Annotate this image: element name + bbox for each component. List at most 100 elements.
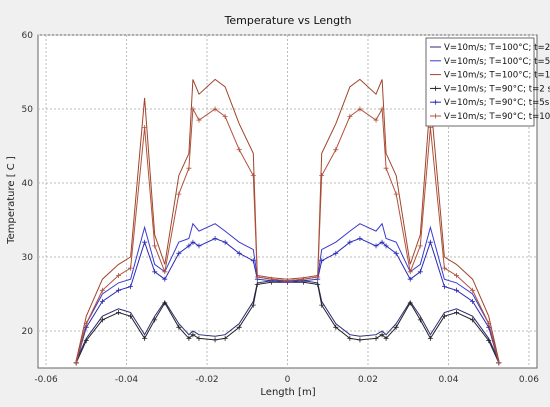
series-point xyxy=(379,239,385,245)
series-point xyxy=(236,147,242,153)
series-point xyxy=(407,300,413,306)
series-point xyxy=(373,117,379,123)
series-point xyxy=(212,106,218,112)
series-point xyxy=(212,236,218,241)
grid xyxy=(38,34,537,368)
legend-label: V=10m/s; T=100°C; t=5s xyxy=(444,57,550,67)
series-point xyxy=(236,324,242,330)
series-point xyxy=(427,335,433,341)
series-point xyxy=(128,284,134,290)
tick-labels: -0.06 -0.04 -0.02 0 0.02 0.04 0.06 20 30 40 50 60 xyxy=(22,31,540,385)
legend: V=10m/s; T=100°C; t=2 s V=10m/s; T=100°C;… xyxy=(425,37,550,127)
x-tick-label: -0.02 xyxy=(195,375,218,385)
series-point xyxy=(196,243,202,249)
series-point xyxy=(250,258,256,264)
x-axis-label: Length [m] xyxy=(260,387,315,398)
series-point xyxy=(176,324,182,330)
series-point xyxy=(357,106,363,112)
x-tick-label: 0.06 xyxy=(519,375,539,385)
series-point xyxy=(268,276,274,282)
series-point xyxy=(315,281,321,287)
series-point xyxy=(454,287,460,293)
series-point xyxy=(250,173,256,179)
series-point xyxy=(383,165,389,171)
y-axis-label: Temperature [ C ] xyxy=(6,156,17,245)
series-point xyxy=(333,147,339,153)
legend-box xyxy=(425,37,535,127)
series-point xyxy=(190,332,196,338)
series-point xyxy=(212,337,218,343)
series-point xyxy=(379,106,385,112)
series-point xyxy=(236,250,242,256)
y-tick-label: 50 xyxy=(22,105,34,115)
series-point xyxy=(315,274,321,280)
series-point xyxy=(128,313,134,319)
series-point xyxy=(190,106,196,112)
series-point xyxy=(83,321,89,327)
series-point xyxy=(142,335,148,341)
series-point xyxy=(407,276,413,282)
series-point xyxy=(222,113,228,119)
series-point xyxy=(441,265,447,271)
series-point xyxy=(441,284,447,290)
series-point xyxy=(441,313,447,319)
series-point xyxy=(319,258,325,264)
series-point xyxy=(319,302,325,308)
series-point xyxy=(454,273,460,278)
series-point xyxy=(301,276,307,282)
series-point xyxy=(83,338,89,344)
series-point xyxy=(250,302,256,308)
series-point xyxy=(417,317,423,323)
x-tick-label: 0.02 xyxy=(358,375,378,385)
series-point xyxy=(347,113,353,119)
x-tick-label: 0.04 xyxy=(438,375,458,385)
series-point xyxy=(470,298,476,304)
series-point xyxy=(142,239,148,245)
series-point xyxy=(99,317,105,323)
y-tick-label: 20 xyxy=(22,327,34,337)
series-point xyxy=(162,276,168,282)
series-point xyxy=(333,324,339,330)
series-point xyxy=(407,269,413,275)
series-point xyxy=(333,250,339,256)
series-point xyxy=(319,173,325,179)
series-point xyxy=(186,243,192,249)
x-tick-label: 0 xyxy=(285,375,291,385)
series-point xyxy=(486,338,492,344)
series-point xyxy=(373,243,379,249)
series-point xyxy=(393,250,399,256)
series-point xyxy=(383,243,389,249)
series-point xyxy=(285,278,290,284)
series-point xyxy=(152,317,158,323)
series-point xyxy=(427,239,433,245)
series-point xyxy=(190,239,196,245)
series-point xyxy=(373,335,379,341)
y-tick-label: 40 xyxy=(22,179,34,189)
series-point xyxy=(254,281,260,287)
series-point xyxy=(176,250,182,256)
series-point xyxy=(196,117,202,123)
series-layer xyxy=(73,78,502,366)
legend-label: V=10m/s; T=100°C; t=10s xyxy=(444,71,550,81)
series-point xyxy=(222,335,228,341)
series-point xyxy=(176,191,182,197)
series-point xyxy=(196,335,202,341)
series-point xyxy=(393,191,399,197)
series-point xyxy=(115,287,121,293)
series-point xyxy=(162,300,168,306)
series-point xyxy=(357,236,363,241)
y-tick-label: 30 xyxy=(22,253,34,263)
series-point xyxy=(222,239,228,245)
series-point xyxy=(496,360,502,366)
legend-label: V=10m/s; T=90°C; t=10s xyxy=(444,112,550,122)
y-tick-label: 60 xyxy=(22,31,34,41)
legend-label: V=10m/s; T=100°C; t=2 s xyxy=(444,43,550,53)
series-point xyxy=(152,243,158,249)
series-point xyxy=(486,321,492,327)
series-point xyxy=(454,310,460,315)
series-point xyxy=(128,265,134,271)
series-point xyxy=(115,310,121,315)
series-point xyxy=(417,269,423,275)
